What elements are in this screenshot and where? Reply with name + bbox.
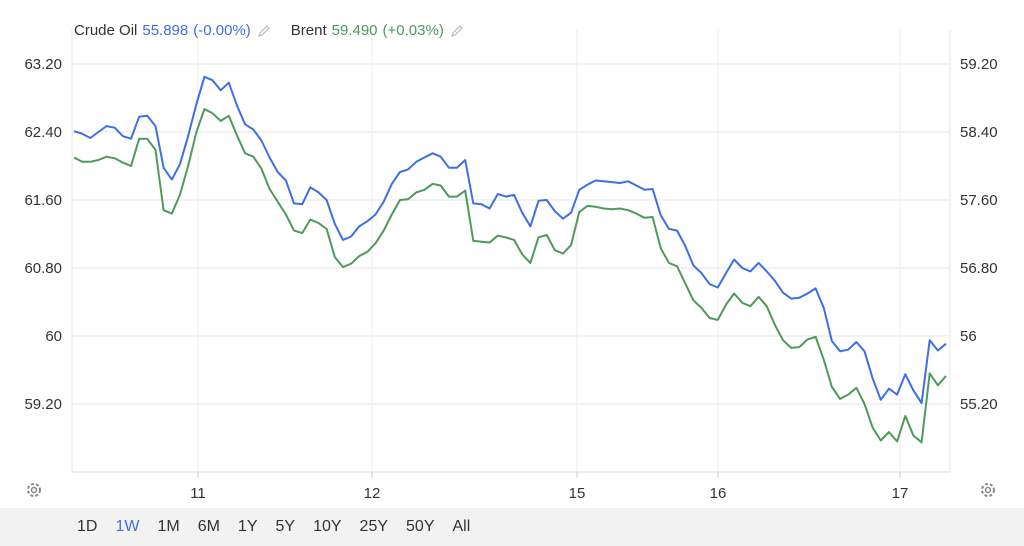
range-selector: 1D 1W 1M 6M 1Y 5Y 10Y 25Y 50Y All: [0, 508, 1024, 546]
y-left-tick-label: 61.60: [24, 192, 62, 209]
range-10y[interactable]: 10Y: [313, 518, 342, 535]
legend-name: Crude Oil: [74, 22, 138, 39]
range-1w[interactable]: 1W: [115, 518, 140, 535]
range-1y[interactable]: 1Y: [237, 518, 258, 535]
y-right-tick-label: 59.20: [960, 56, 998, 73]
series-line-crude-oil: [73, 75, 947, 405]
x-tick-label: 11: [190, 485, 206, 502]
range-5y[interactable]: 5Y: [275, 518, 296, 535]
y-right-tick-label: 56: [960, 328, 977, 345]
y-right-tick-label: 57.60: [960, 192, 998, 209]
y-left-tick-label: 59.20: [24, 396, 62, 413]
y-right-tick-label: 58.40: [960, 124, 998, 141]
range-1m[interactable]: 1M: [157, 518, 180, 535]
y-right-tick-label: 56.80: [960, 260, 998, 277]
x-tick-label: 12: [364, 485, 381, 502]
y-left-tick-label: 60.80: [24, 260, 62, 277]
x-tick-label: 17: [892, 485, 909, 502]
series-line-brent: [73, 108, 947, 444]
range-all[interactable]: All: [452, 518, 471, 535]
gear-icon-right[interactable]: [978, 480, 998, 500]
pencil-icon[interactable]: [257, 24, 271, 38]
legend-change: (-0.00%): [193, 22, 251, 39]
legend-value: 59.490: [331, 22, 378, 39]
legend-value: 55.898: [142, 22, 189, 39]
y-left-tick-label: 62.40: [24, 124, 62, 141]
range-1d[interactable]: 1D: [77, 518, 98, 535]
price-chart: 63.20 62.40 61.60 60.80 60 59.20 59.20 58.40 57…: [24, 30, 998, 502]
range-6m[interactable]: 6M: [197, 518, 220, 535]
x-axis: 11 12 15 16 17: [190, 472, 908, 502]
series-lines: [73, 75, 947, 444]
legend-item-brent[interactable]: Brent 59.490 (+0.03%): [291, 22, 464, 39]
left-y-axis: 63.20 62.40 61.60 60.80 60 59.20: [24, 56, 62, 413]
x-tick-label: 16: [710, 485, 727, 502]
y-left-tick-label: 60: [45, 328, 62, 345]
legend-name: Brent: [290, 22, 327, 39]
range-50y[interactable]: 50Y: [406, 518, 435, 535]
legend-item-crude-oil[interactable]: Crude Oil 55.898 (-0.00%): [74, 22, 271, 39]
y-left-tick-label: 63.20: [24, 56, 62, 73]
gear-icon-left[interactable]: [24, 480, 44, 500]
pencil-icon[interactable]: [450, 24, 464, 38]
y-right-tick-label: 55.20: [960, 396, 998, 413]
chart-legend: Crude Oil 55.898 (-0.00%) Brent 59.490 (…: [74, 22, 484, 39]
right-y-axis: 59.20 58.40 57.60 56.80 56 55.20: [960, 56, 998, 413]
grid-lines: [71, 30, 951, 473]
legend-change: (+0.03%): [382, 22, 444, 39]
range-25y[interactable]: 25Y: [359, 518, 389, 535]
x-tick-label: 15: [569, 485, 586, 502]
